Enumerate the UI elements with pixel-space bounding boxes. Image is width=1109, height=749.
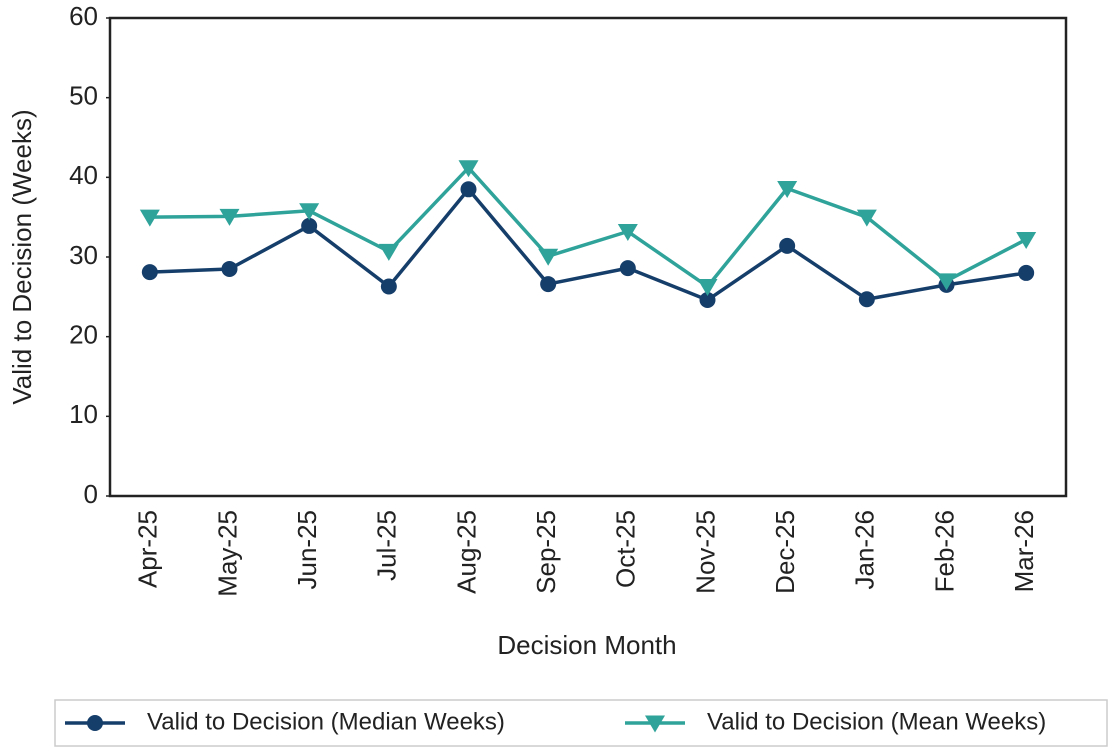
x-tick-label: Oct-25	[611, 510, 641, 588]
x-tick-label: Sep-25	[531, 510, 561, 594]
y-tick-label: 20	[69, 320, 98, 350]
data-point	[617, 224, 638, 242]
data-point	[458, 160, 479, 178]
data-point	[380, 278, 397, 295]
data-point	[378, 243, 399, 261]
y-tick-label: 50	[69, 81, 98, 111]
x-tick-label: Dec-25	[770, 510, 800, 594]
data-point	[221, 260, 238, 277]
data-point	[540, 276, 557, 293]
x-tick-label: Feb-26	[929, 510, 959, 592]
x-tick-label: Aug-25	[451, 510, 481, 594]
x-axis-label: Decision Month	[497, 630, 676, 660]
legend-box	[54, 699, 1108, 747]
x-tick-label: Mar-26	[1009, 510, 1039, 592]
data-point	[1018, 264, 1035, 281]
data-point	[779, 237, 796, 254]
data-point	[139, 209, 160, 227]
y-axis-label: Valid to Decision (Weeks)	[7, 109, 37, 404]
y-tick-label: 0	[84, 479, 98, 509]
y-tick-label: 60	[69, 1, 98, 31]
x-tick-label: May-25	[212, 510, 242, 597]
legend-marker	[645, 715, 665, 733]
x-tick-label: Jul-25	[372, 510, 402, 581]
data-point	[299, 203, 320, 221]
data-point	[856, 209, 877, 227]
legend-label: Valid to Decision (Median Weeks)	[147, 708, 505, 735]
legend-marker	[87, 715, 103, 731]
y-tick-label: 10	[69, 399, 98, 429]
x-tick-label: Jun-25	[292, 510, 322, 590]
legend-label: Valid to Decision (Mean Weeks)	[707, 708, 1046, 735]
x-tick-label: Apr-25	[133, 510, 163, 588]
y-tick-label: 40	[69, 160, 98, 190]
data-point	[301, 217, 318, 234]
x-tick-label: Nov-25	[690, 510, 720, 594]
data-point	[1016, 231, 1037, 249]
data-point	[697, 278, 718, 296]
data-point	[699, 292, 716, 309]
data-point	[936, 273, 957, 291]
y-tick-label: 30	[69, 240, 98, 270]
data-point	[460, 181, 477, 198]
data-point	[619, 260, 636, 277]
legend: Valid to Decision (Median Weeks) Valid to…	[65, 708, 1046, 735]
data-point	[858, 291, 875, 308]
data-point	[219, 208, 240, 226]
x-tick-label: Jan-26	[850, 510, 880, 590]
data-point	[538, 248, 559, 266]
data-point	[141, 264, 158, 281]
data-point	[777, 180, 798, 198]
series-line	[149, 166, 1027, 289]
series-line	[149, 187, 1027, 302]
